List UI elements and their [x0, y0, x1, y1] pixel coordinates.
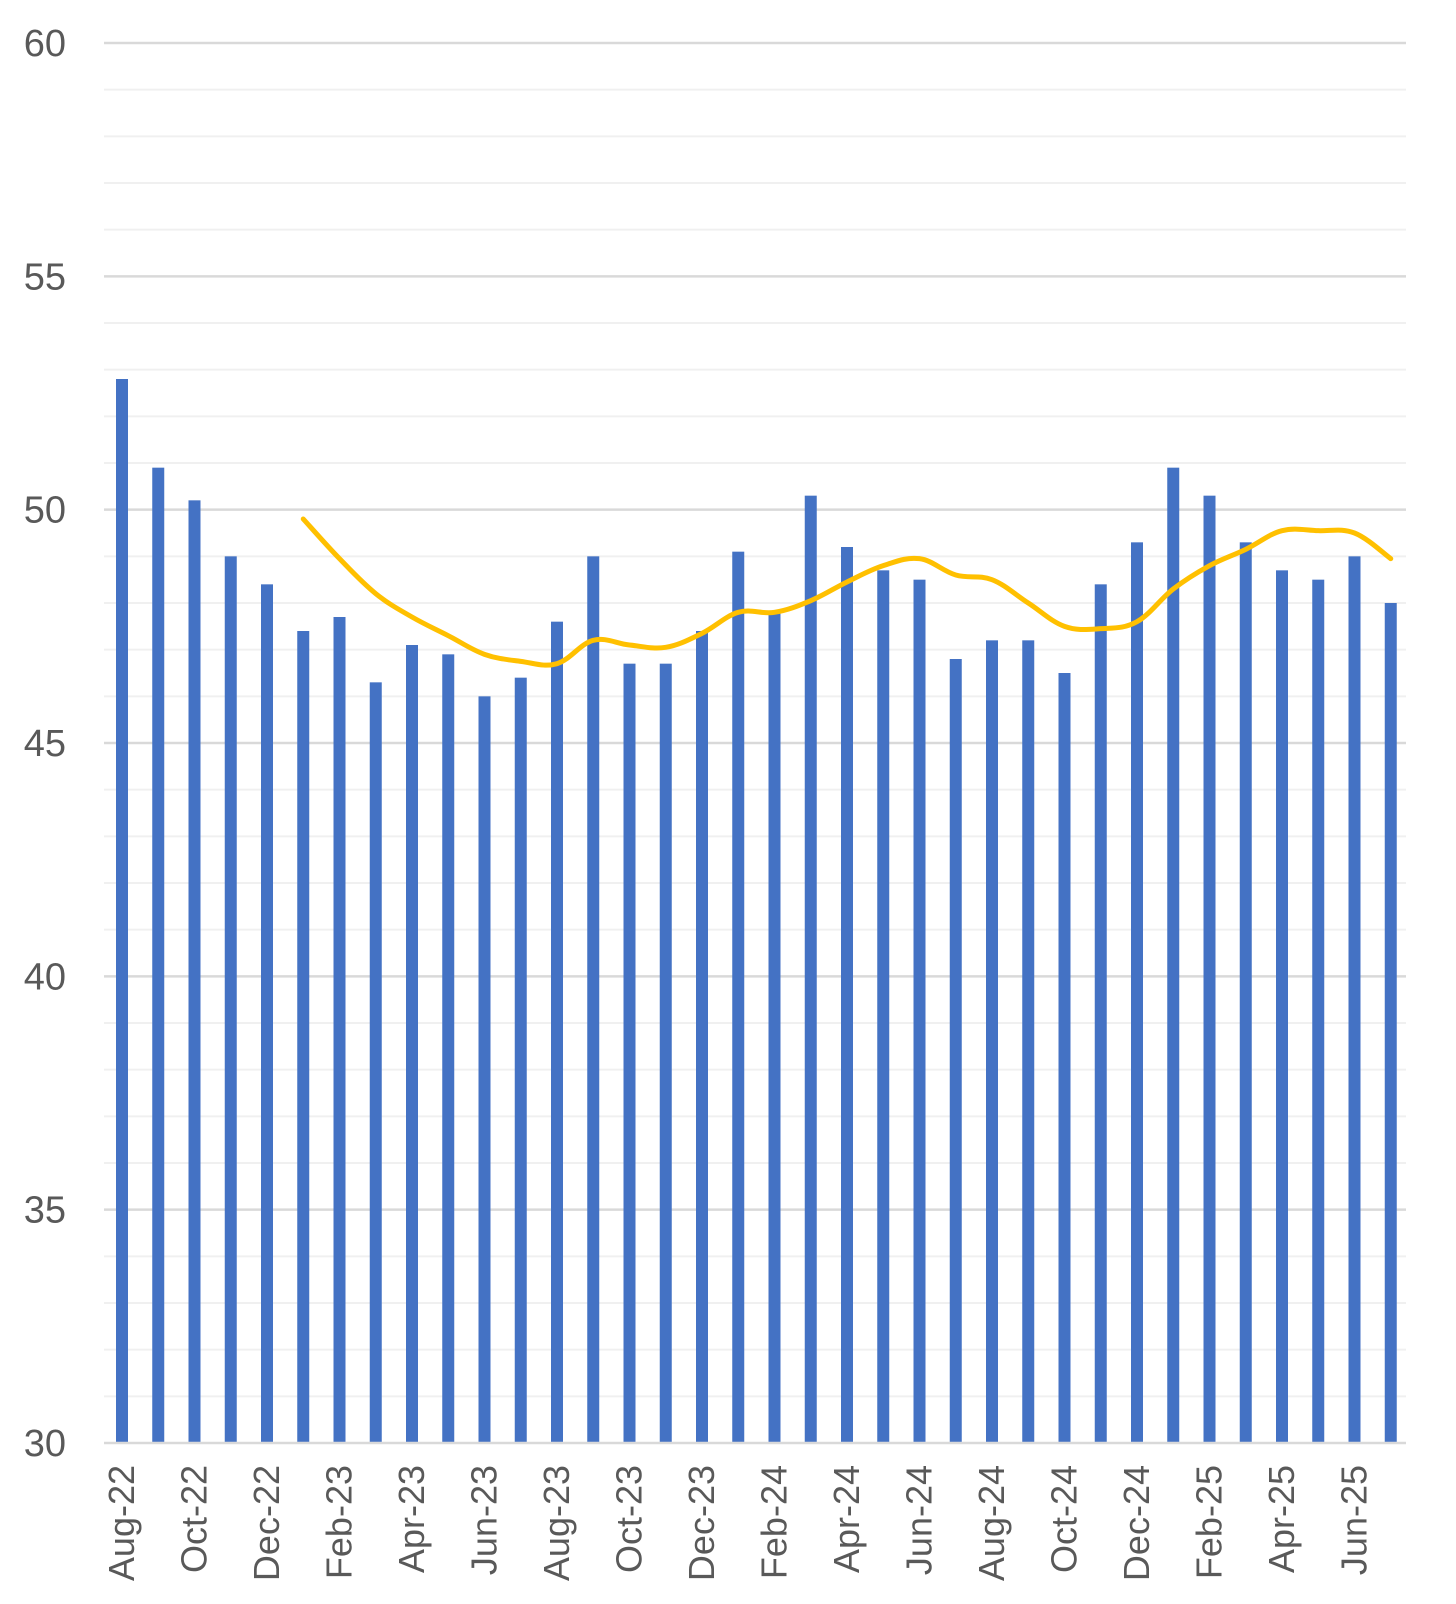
- x-tick-label: Feb-23: [319, 1465, 360, 1579]
- bar: [1348, 556, 1361, 1443]
- bar: [841, 547, 853, 1443]
- x-tick-label: Oct-24: [1044, 1465, 1085, 1573]
- bar: [804, 495, 817, 1444]
- bar: [1312, 579, 1325, 1443]
- y-tick-label: 35: [24, 1190, 66, 1232]
- bar: [623, 663, 636, 1443]
- bar: [152, 467, 165, 1444]
- bar: [986, 640, 998, 1443]
- bar: [1167, 467, 1180, 1444]
- bar: [116, 379, 128, 1443]
- line-series: [300, 516, 1394, 668]
- x-tick-label: Apr-24: [826, 1465, 867, 1573]
- x-tick-label: Jun-24: [899, 1465, 940, 1575]
- bar: [587, 556, 600, 1443]
- bar: [551, 621, 563, 1443]
- trend-line: [300, 516, 1394, 668]
- bar: [768, 612, 781, 1443]
- bar: [1022, 640, 1035, 1443]
- axes: 30 35 40 45 50 55 60 Aug-22 Oct-22 Dec-22 Feb-23 Ap…: [24, 23, 1406, 1581]
- y-tick-label: 45: [24, 723, 66, 765]
- gridlines: [104, 41, 1406, 1398]
- bar: [1131, 542, 1143, 1443]
- x-tick-label: Oct-22: [174, 1465, 215, 1573]
- y-tick-label: 30: [24, 1423, 66, 1465]
- bar: [949, 659, 962, 1443]
- x-tick-label: Apr-25: [1261, 1465, 1302, 1573]
- bar: [261, 584, 273, 1443]
- x-tick-label: Dec-23: [681, 1465, 722, 1581]
- bar: [1203, 495, 1216, 1444]
- bar: [478, 696, 491, 1443]
- x-tick-label: Feb-25: [1189, 1465, 1230, 1579]
- bar: [877, 570, 890, 1443]
- x-tick-label: Apr-23: [391, 1465, 432, 1573]
- bar: [732, 551, 745, 1443]
- bar: [442, 654, 455, 1443]
- bar: [406, 645, 418, 1443]
- x-tick-label: Oct-23: [609, 1465, 650, 1573]
- bar: [696, 631, 708, 1443]
- y-tick-label: 55: [24, 256, 66, 298]
- y-tick-label: 40: [24, 956, 66, 998]
- bar: [1384, 603, 1397, 1443]
- y-tick-label: 50: [24, 490, 66, 532]
- bar: [1239, 542, 1252, 1443]
- bar: [333, 617, 346, 1443]
- bar: [1276, 570, 1288, 1443]
- bar: [188, 500, 201, 1443]
- bar: [297, 631, 310, 1443]
- bar: [1094, 584, 1107, 1443]
- bar-series: [116, 379, 1397, 1444]
- x-tick-label: Jun-25: [1334, 1465, 1375, 1575]
- bar: [224, 556, 237, 1443]
- x-tick-label: Jun-23: [464, 1465, 505, 1575]
- x-tick-label: Aug-22: [101, 1465, 142, 1581]
- x-tick-label: Dec-24: [1116, 1465, 1157, 1581]
- x-tick-label: Aug-24: [971, 1465, 1012, 1581]
- bar: [514, 677, 527, 1443]
- bar: [369, 682, 382, 1443]
- y-tick-label: 60: [24, 23, 66, 65]
- x-tick-label: Aug-23: [536, 1465, 577, 1581]
- bar: [659, 663, 672, 1443]
- x-tick-label: Dec-22: [246, 1465, 287, 1581]
- bar: [1058, 673, 1071, 1443]
- x-tick-label: Feb-24: [754, 1465, 795, 1579]
- bar: [913, 579, 926, 1443]
